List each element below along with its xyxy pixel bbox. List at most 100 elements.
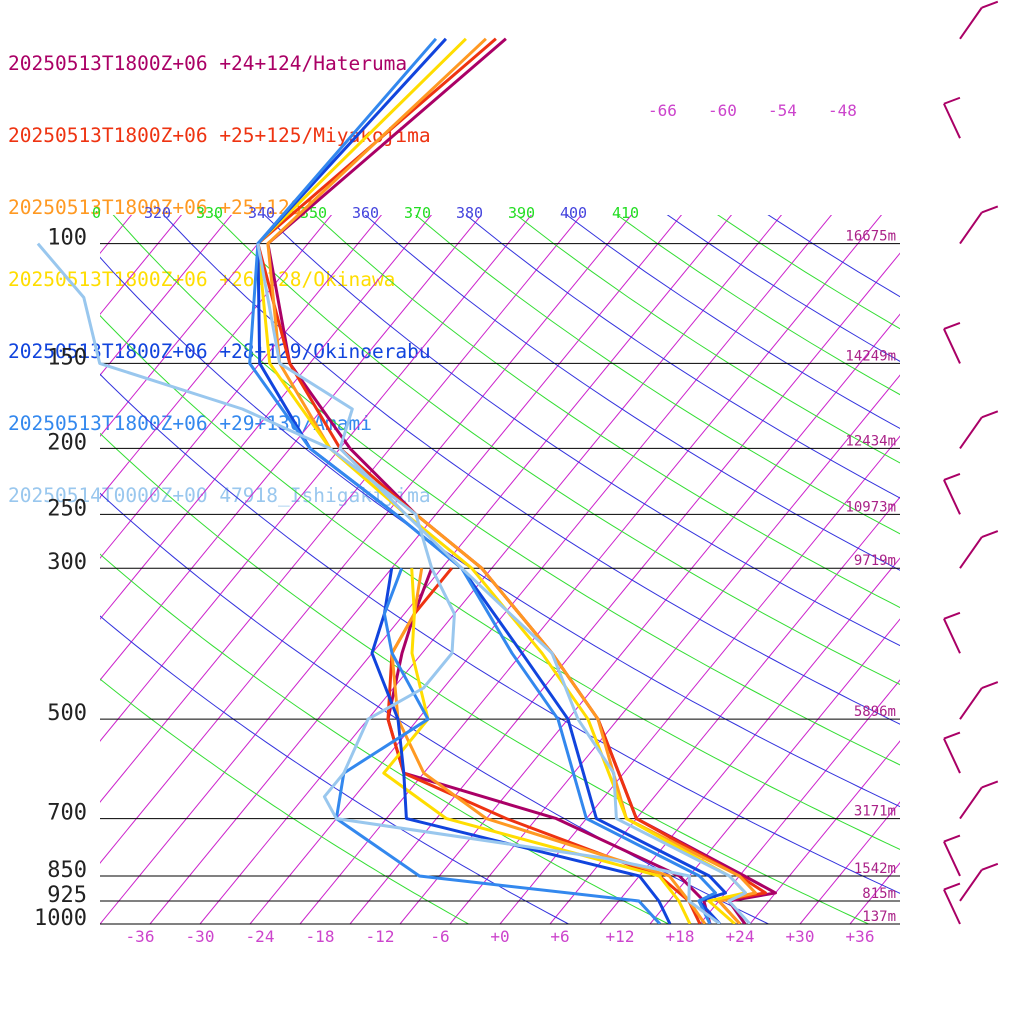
pressure-label: 200 [47,430,87,455]
height-label: 14249m [845,348,896,364]
isotherm-line [649,618,900,924]
temperature-tick-label: -30 [186,927,215,946]
dry-adiabat-line [666,215,900,362]
pressure-label: 850 [47,858,87,883]
wind-barb [943,96,961,139]
theta-label: 380 [456,204,483,222]
theta-label: 370 [404,204,431,222]
dry-adiabat-line [100,314,900,850]
temperature-tick-label: +12 [606,927,635,946]
dry-adiabat-line [364,215,900,571]
height-label: 815m [862,886,896,902]
height-label: 10973m [845,499,896,515]
isotherm-line [1000,39,1024,924]
temperature-line-series-1 [256,37,767,924]
temperature-tick-label: +36 [846,927,875,946]
dry-adiabat-line [213,215,900,685]
height-label: 9719m [854,553,896,569]
theta-label: 410 [612,204,639,222]
wind-barb [943,472,961,515]
height-label: 16675m [845,229,896,245]
upper-temperature-label: -60 [708,101,737,120]
isotherm-line [199,215,783,924]
dewpoint-line-series-4 [370,567,672,924]
dry-adiabat-line [100,678,470,924]
theta-label: 400 [560,204,587,222]
wind-barb [943,834,961,877]
dry-adiabat-line [100,492,770,924]
dewpoint-line-series-2 [390,567,707,924]
wind-barb [943,611,961,654]
pressure-label: 925 [47,883,87,908]
legend-entry-hateruma: 20250513T1800Z+06 +24+124/Hateruma [8,52,408,75]
isotherm-line [100,215,383,559]
isotherm-line [749,740,900,924]
temperature-tick-label: -18 [306,927,335,946]
temperature-line-series-5 [248,37,717,924]
dry-adiabat-line [112,215,900,766]
theta-label: 330 [196,204,223,222]
wind-barb [959,410,999,449]
isotherm-line [100,215,133,255]
height-label: 3171m [854,804,896,820]
pressure-label: 100 [47,226,87,251]
height-label: 137m [862,909,896,925]
temperature-tick-label: +6 [550,927,569,946]
pressure-label: 300 [47,550,87,575]
temperature-tick-label: -36 [126,927,155,946]
isotherm-line [100,215,583,803]
height-label: 12434m [845,433,896,449]
isotherm-line [100,215,683,924]
wind-barb [959,780,999,820]
dry-adiabat-line [515,215,900,464]
temperature-line-series-6 [256,243,752,924]
theta-label: 320 [144,204,171,222]
theta-label: 360 [352,204,379,222]
dry-adiabat-line [163,215,900,725]
dewpoint-line-series-6 [36,242,721,924]
isotherm-line [299,215,883,924]
temperature-tick-label: -24 [246,927,275,946]
upper-temperature-label: -48 [828,101,857,120]
dewpoint-line-series-3 [382,568,692,924]
wind-barb [943,882,961,925]
wind-barb [943,731,961,774]
isotherm-line [100,215,533,742]
isotherm-line [0,39,176,924]
isotherm-line [899,923,900,924]
isotherm-line [249,215,833,924]
isotherm-line [699,679,900,924]
isotherm-line [399,313,900,924]
pressure-label: 250 [47,496,87,521]
theta-label: 340 [248,204,275,222]
temperature-tick-label: +30 [786,927,815,946]
temperature-line-series-3 [256,37,747,924]
upper-temperature-label: -54 [768,101,797,120]
temperature-tick-label: +24 [726,927,755,946]
temperature-tick-label: -6 [430,927,449,946]
isotherm-line [100,215,433,620]
pressure-label: 150 [47,345,87,370]
isotherm-line [449,374,900,924]
wind-barb [959,862,999,902]
dry-adiabat-line [100,373,900,894]
legend: 20250513T1800Z+06 +24+124/Hateruma 20250… [8,4,431,532]
height-label: 5896m [854,704,896,720]
temperature-line-series-4 [256,37,727,924]
isotherm-line [599,557,900,924]
isotherm-line [149,215,733,924]
isotherm-line [549,496,900,924]
dry-adiabat-line [100,615,570,924]
dry-adiabat-line [263,215,900,647]
temperature-tick-label: +18 [666,927,695,946]
legend-entry-okinoerabu: 20250513T1800Z+06 +28+129/Okinoerabu [8,340,431,364]
dry-adiabat-line [414,215,900,535]
isotherm-line [100,215,483,681]
isotherm-line [349,252,900,924]
upper-temperature-label: -66 [648,101,677,120]
dry-adiabat-line [100,256,900,808]
wind-barb [943,322,961,364]
dry-adiabat-line [100,432,870,924]
sounding-profiles [36,37,777,924]
